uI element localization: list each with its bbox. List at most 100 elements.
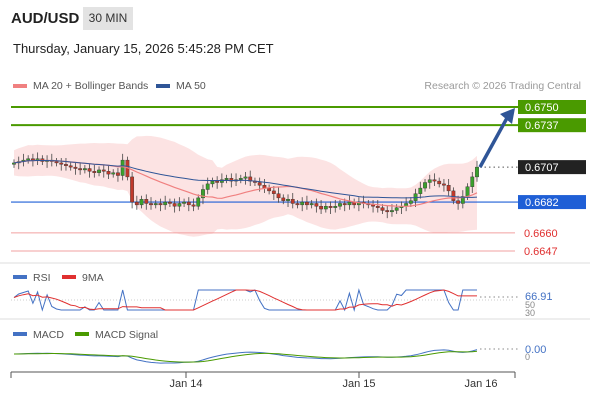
candle-body — [120, 159, 125, 176]
candle-body — [309, 203, 314, 206]
ma50-line — [13, 159, 478, 199]
chart-header: AUD/USD 30 MIN — [0, 0, 590, 36]
candle-body — [130, 176, 135, 203]
candle-body — [215, 180, 220, 183]
candle-body — [26, 158, 31, 161]
candle-body — [224, 178, 229, 180]
ma20-swatch — [13, 84, 27, 89]
candle-body — [475, 166, 479, 178]
candle-body — [68, 165, 73, 168]
candle-body — [300, 201, 305, 206]
forecast-arrow-shaft — [478, 117, 509, 168]
candle-body — [172, 203, 177, 207]
candle-body — [451, 190, 456, 201]
candle-body — [54, 161, 59, 164]
candle-body — [427, 179, 432, 183]
forecast-arrow — [478, 108, 515, 168]
candle-body — [442, 183, 446, 186]
candle-body — [158, 203, 163, 206]
candle-body — [319, 206, 323, 210]
candle-body — [210, 180, 215, 185]
resistance-tag — [518, 118, 586, 133]
candle-body — [59, 162, 64, 165]
candle-body — [196, 197, 201, 207]
candle-body — [371, 204, 375, 207]
candle-body — [437, 180, 442, 185]
candle-body — [12, 162, 16, 165]
candle-body — [163, 201, 168, 206]
candle-body — [30, 158, 35, 161]
candle-body — [238, 178, 243, 180]
macd-value: 0.00 — [525, 344, 546, 356]
candle-body — [97, 169, 101, 173]
candle-body — [456, 200, 461, 204]
price-levels — [11, 106, 518, 252]
macd-legend: MACD MACD Signal — [13, 329, 158, 341]
legend-ma50: MA 50 — [156, 80, 206, 92]
candle-body — [64, 164, 68, 166]
candle-body — [82, 168, 87, 171]
pivot-tag — [518, 195, 586, 210]
candle-body — [78, 168, 83, 171]
rsi-ma-line — [13, 289, 477, 311]
candle-body — [470, 176, 475, 187]
candle-body — [390, 210, 394, 213]
candle-body — [219, 179, 224, 183]
candle-body — [432, 179, 437, 182]
macd-panel — [13, 348, 518, 364]
rsi-label: RSI — [33, 272, 51, 284]
rsi-panel — [11, 288, 518, 312]
macd-signal-line — [14, 350, 478, 363]
candle-body — [460, 196, 465, 204]
x-tick-label-jan15: Jan 15 — [342, 378, 375, 390]
candle-body — [375, 206, 380, 208]
candle-body — [465, 186, 470, 197]
support-label: 0.6647 — [524, 246, 558, 258]
candle-body — [139, 199, 144, 206]
x-tick-label-jan14: Jan 14 — [169, 378, 202, 390]
ma20-label: MA 20 + Bollinger Bands — [33, 80, 149, 92]
candle-body — [101, 169, 106, 172]
forecast-arrow-head — [500, 108, 515, 124]
candle-body — [168, 201, 172, 204]
candle-body — [314, 203, 319, 207]
candle-body — [205, 183, 210, 190]
candle-body — [290, 199, 295, 204]
macd-swatch — [13, 332, 27, 336]
candle-body — [191, 204, 196, 207]
candle-body — [446, 185, 451, 192]
resistance-label: 0.6750 — [525, 102, 559, 114]
rsi-value: 66.91 — [525, 291, 553, 303]
candle-body — [153, 203, 158, 206]
ma50-label: MA 50 — [176, 80, 206, 92]
candle-body — [149, 203, 153, 206]
candle-body — [271, 190, 276, 194]
candle-body — [394, 207, 399, 211]
rsi-ma-label: 9MA — [82, 272, 104, 284]
resistance-label: 0.6737 — [525, 120, 559, 132]
candle-body — [276, 193, 281, 199]
candle-body — [418, 187, 423, 194]
candle-body — [408, 200, 413, 204]
timeframe-badge[interactable]: 30 MIN — [83, 7, 133, 30]
moving-averages — [13, 159, 478, 207]
candle-body — [144, 199, 149, 204]
pivot-label: 0.6682 — [525, 197, 559, 209]
candle-body — [243, 176, 248, 179]
x-tick-label-jan16: Jan 16 — [464, 378, 497, 390]
candle-body — [177, 203, 182, 207]
candle-body — [323, 206, 328, 210]
candle-body — [116, 172, 120, 176]
candle-body — [423, 182, 427, 189]
candle-body — [295, 203, 300, 206]
candle-body — [106, 171, 111, 175]
candle-body — [267, 187, 272, 192]
rsi-tick-30: 30 — [525, 308, 535, 318]
rsi-swatch — [13, 275, 27, 279]
candle-body — [134, 201, 139, 206]
candle-body — [111, 172, 116, 175]
macd-signal-label: MACD Signal — [95, 329, 158, 341]
credit-text: Research © 2026 Trading Central — [424, 80, 581, 92]
candle-body — [328, 206, 333, 208]
